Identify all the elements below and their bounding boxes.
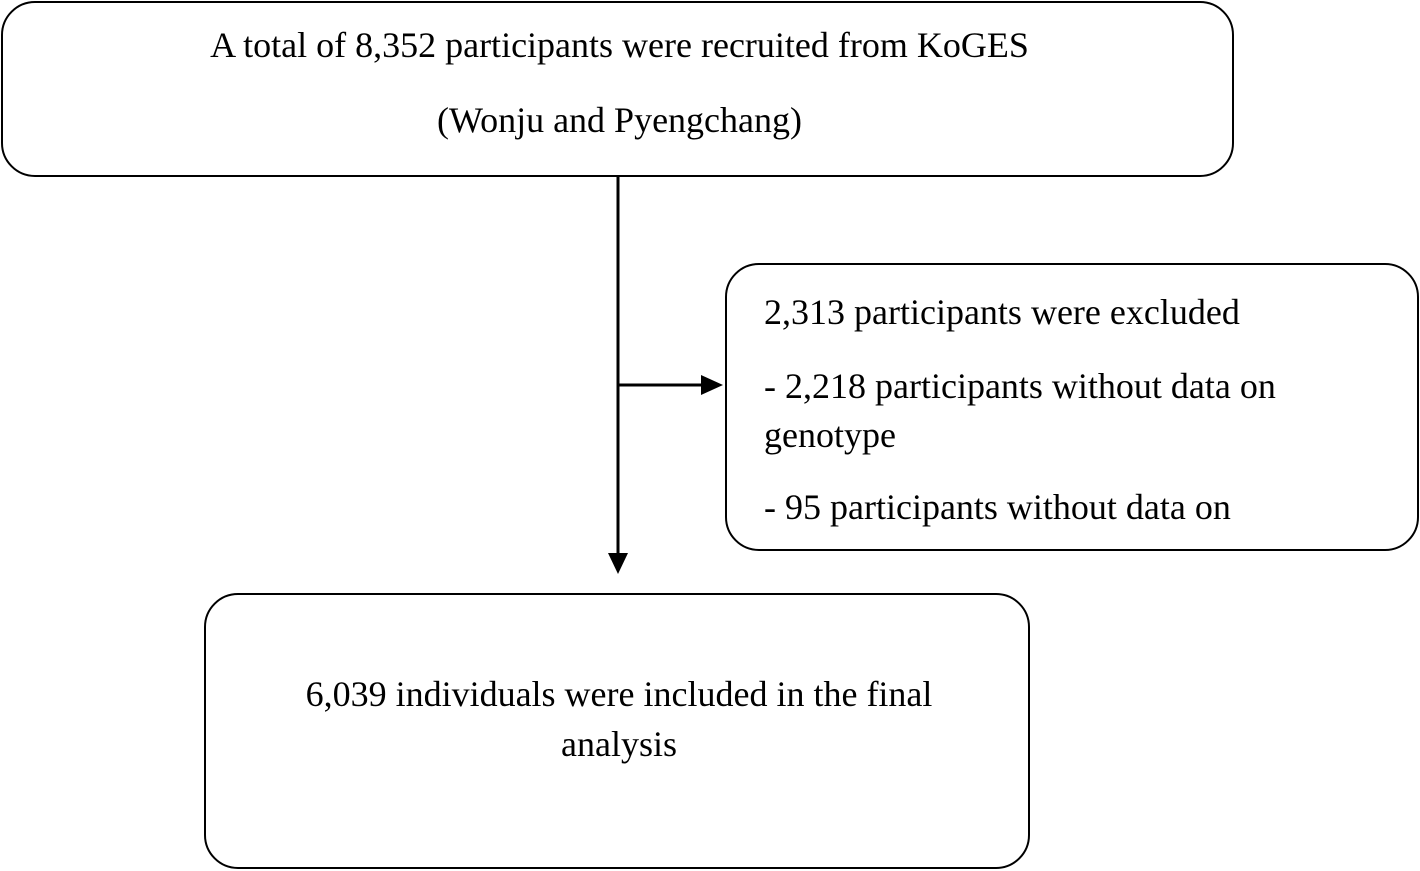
excluded-item1-line1: - 2,218 participants without data on	[764, 366, 1276, 406]
branch-arrowhead-right	[701, 375, 723, 395]
excluded-box: 2,313 participants were excluded - 2,218…	[725, 263, 1419, 551]
excluded-item1-line2: genotype	[764, 415, 896, 455]
final-text-line1: 6,039 individuals were included in the f…	[305, 674, 933, 714]
recruited-text-line1: A total of 8,352 participants were recru…	[210, 25, 1029, 65]
main-arrowhead-down	[608, 553, 628, 574]
final-analysis-box: 6,039 individuals were included in the f…	[204, 593, 1030, 869]
final-text-line2: analysis	[561, 724, 677, 764]
excluded-item2-line1: - 95 participants without data on	[764, 487, 1231, 527]
excluded-title: 2,313 participants were excluded	[764, 292, 1240, 332]
recruited-text-line2: (Wonju and Pyengchang)	[436, 100, 802, 140]
recruited-box: A total of 8,352 participants were recru…	[1, 1, 1234, 177]
